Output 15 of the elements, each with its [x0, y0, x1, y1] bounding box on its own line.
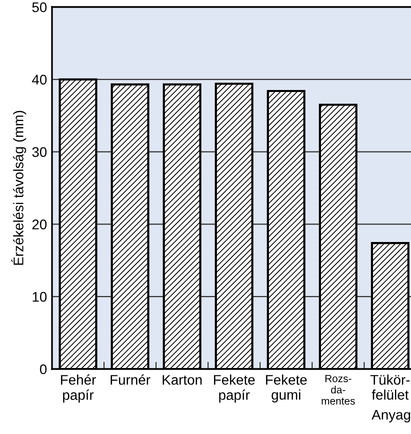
x-tick-label: Fekete gumi: [266, 374, 307, 402]
x-tick-label: Fekete papír: [214, 374, 255, 403]
x-tick-label: Karton: [162, 375, 202, 385]
x-tick-label: Fehér papír: [61, 374, 96, 403]
x-tick-label: Tükör- felület: [370, 374, 410, 400]
y-tick-label: 10: [32, 292, 47, 302]
x-axis-title: Anyag: [372, 410, 410, 422]
x-tick-label: Furnér: [110, 374, 150, 385]
x-tick-label: Rozs- da- mentes: [322, 374, 355, 405]
y-tick-label: 50: [32, 2, 47, 12]
y-tick-label: 20: [32, 220, 47, 230]
y-tick-label: 40: [32, 74, 47, 85]
y-tick-label: 0: [40, 364, 47, 374]
y-tick-label: 30: [32, 147, 47, 157]
y-axis-title: Érzékelési távolság (mm): [11, 110, 26, 265]
